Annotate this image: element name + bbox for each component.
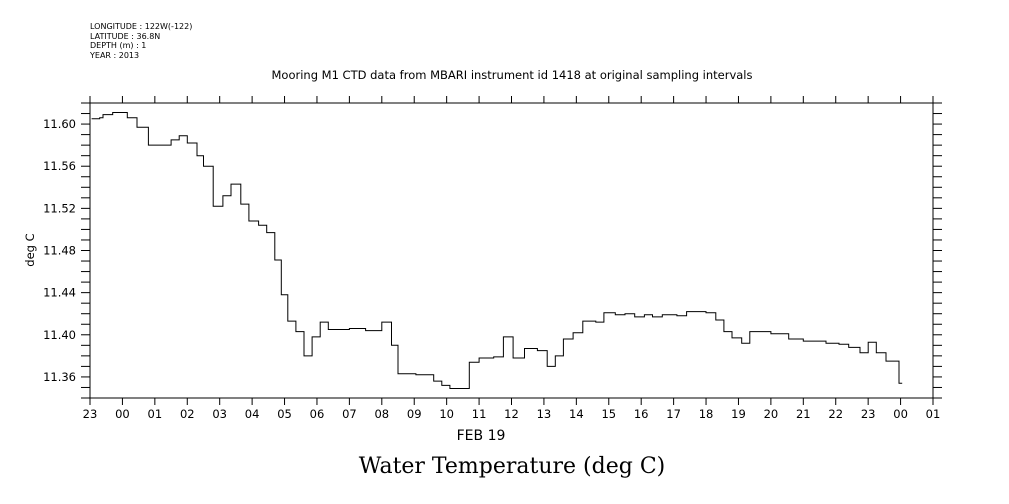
x-tick-label: 03	[212, 407, 227, 421]
depth-label: DEPTH (m) : 1	[90, 41, 147, 50]
year-label: YEAR : 2013	[90, 50, 140, 60]
chart-caption: Water Temperature (deg C)	[358, 454, 666, 479]
x-tick-label: 09	[407, 407, 422, 421]
x-tick-label: 21	[796, 407, 811, 421]
y-tick-label: 11.36	[43, 370, 76, 384]
x-tick-label: 20	[764, 407, 779, 421]
x-tick-label: 06	[310, 407, 325, 421]
latitude-label: LATITUDE : 36.8N	[90, 31, 161, 41]
x-tick-label: 18	[699, 407, 714, 421]
chart-title: Mooring M1 CTD data from MBARI instrumen…	[271, 68, 753, 82]
y-tick-label: 11.52	[43, 201, 76, 215]
x-tick-label: 22	[828, 407, 843, 421]
y-tick-label: 11.44	[43, 286, 76, 300]
x-tick-label: 13	[537, 407, 552, 421]
x-tick-label: 17	[666, 407, 681, 421]
series	[91, 112, 903, 389]
x-tick-label: 08	[374, 407, 389, 421]
x-tick-label: 02	[180, 407, 195, 421]
y-tick-label: 11.48	[43, 244, 76, 258]
x-tick-label: 04	[245, 407, 260, 421]
x-tick-label: 11	[472, 407, 487, 421]
x-tick-label: 15	[601, 407, 616, 421]
x-tick-label: 19	[731, 407, 746, 421]
x-tick-label: 23	[83, 407, 98, 421]
y-axis-label: deg C	[23, 233, 37, 266]
longitude-label: LONGITUDE : 122W(-122)	[90, 22, 193, 31]
y-tick-label: 11.40	[43, 328, 76, 342]
tick-labels: 23 00 01 02 03 04 05 06 07 08 09 10 11 12 13 14 15 16 17 18…	[43, 117, 940, 421]
x-tick-label: 12	[504, 407, 519, 421]
x-tick-label: 01	[148, 407, 163, 421]
axes	[89, 102, 934, 399]
y-tick-label: 11.60	[43, 117, 76, 131]
y-tick-label: 11.56	[43, 159, 76, 173]
x-tick-label: 00	[893, 407, 908, 421]
x-tick-label: 16	[634, 407, 649, 421]
x-tick-label: 07	[342, 407, 357, 421]
metadata-block: LONGITUDE : 122W(-122) LATITUDE : 36.8N …	[90, 22, 192, 60]
x-tick-label: 10	[439, 407, 454, 421]
x-tick-label: 05	[277, 407, 292, 421]
tick-marks	[81, 96, 942, 405]
water-temperature-line	[91, 112, 903, 389]
x-axis-date-label: FEB 19	[457, 428, 506, 444]
x-tick-label: 00	[115, 407, 130, 421]
plot-frame	[89, 102, 934, 399]
x-tick-label: 14	[569, 407, 584, 421]
x-tick-label: 01	[926, 407, 941, 421]
x-tick-label: 23	[861, 407, 876, 421]
